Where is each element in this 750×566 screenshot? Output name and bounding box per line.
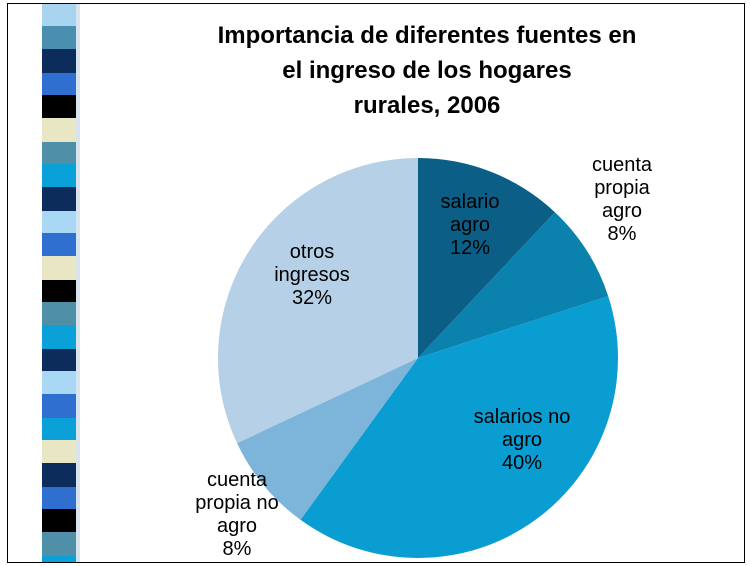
- chart-title: Importancia de diferentes fuentes en el …: [217, 22, 637, 119]
- slice-name: cuenta propia agro: [591, 154, 653, 222]
- slice-label: cuenta propia no agro 8%: [157, 469, 317, 561]
- decor-block: [42, 118, 76, 142]
- decor-block: [42, 418, 76, 440]
- decor-block: [42, 95, 76, 118]
- slice-name: salarios no agro: [473, 405, 571, 451]
- slice-name: cuenta propia no agro: [195, 469, 279, 537]
- decor-block: [42, 26, 76, 49]
- slice-value: 40%: [501, 451, 543, 474]
- decor-block: [42, 394, 76, 418]
- slice-name: salario agro: [440, 190, 500, 236]
- decor-block: [42, 556, 76, 562]
- decor-block: [42, 487, 76, 509]
- decor-block: [42, 463, 76, 487]
- decor-block: [42, 280, 76, 302]
- decor-block: [42, 211, 76, 233]
- decor-block: [42, 302, 76, 325]
- decor-block: [42, 164, 76, 187]
- pie-slice: [237, 358, 418, 520]
- pie-slice: [217, 158, 418, 444]
- slice-label: salarios no agro 40%: [442, 406, 602, 475]
- slide-frame: [7, 3, 745, 563]
- pie-slice: [418, 158, 555, 358]
- pie-slice: [300, 296, 618, 558]
- slice-value: 32%: [291, 286, 333, 309]
- decor-block: [42, 440, 76, 463]
- decor-block: [42, 532, 76, 556]
- slice-value: 12%: [449, 236, 491, 259]
- decor-block: [42, 371, 76, 394]
- decor-block: [42, 4, 76, 26]
- decor-block: [42, 142, 76, 164]
- decor-block: [42, 509, 76, 532]
- decor-block: [42, 349, 76, 371]
- decor-block: [42, 256, 76, 280]
- decor-edge: [76, 4, 80, 562]
- slice-name: otros ingresos: [274, 240, 350, 286]
- pie-slice: [418, 212, 609, 358]
- slice-label: salario agro 12%: [390, 191, 550, 260]
- slice-value: 8%: [222, 538, 252, 560]
- decor-block: [42, 187, 76, 211]
- slice-value: 8%: [607, 223, 637, 245]
- decor-block: [42, 233, 76, 256]
- decor-block: [42, 49, 76, 73]
- decor-block: [42, 325, 76, 349]
- slice-label: cuenta propia agro 8%: [542, 154, 702, 246]
- decor-block: [42, 73, 76, 95]
- slice-label: otros ingresos 32%: [232, 241, 392, 310]
